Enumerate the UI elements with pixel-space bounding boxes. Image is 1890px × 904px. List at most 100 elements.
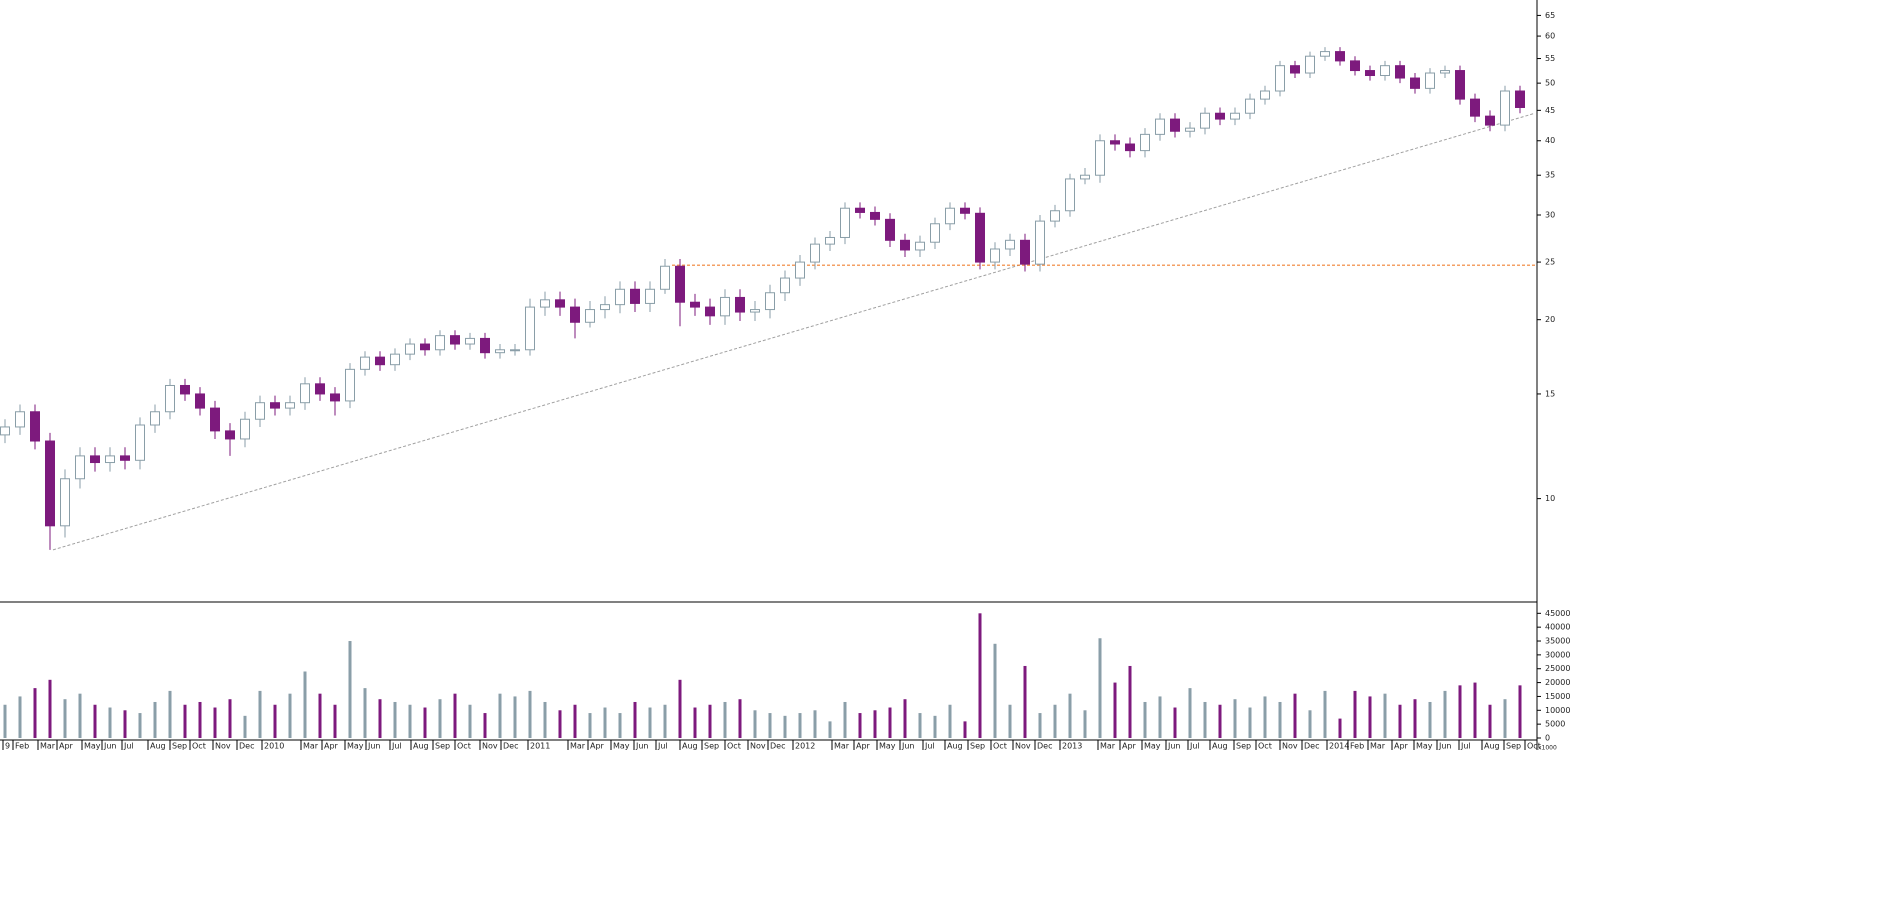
x-tick-label: Dec xyxy=(1037,742,1052,751)
volume-bar xyxy=(33,688,37,738)
candle-body xyxy=(150,411,160,426)
volume-tick-label: 30000 xyxy=(1545,650,1570,659)
volume-bar xyxy=(1203,701,1207,738)
candle-body xyxy=(1485,115,1495,126)
candle-body xyxy=(825,236,835,245)
x-tick-label: Oct xyxy=(727,742,741,751)
volume-bar xyxy=(318,693,322,738)
volume-bar xyxy=(873,710,877,738)
candle-body xyxy=(420,343,430,351)
x-tick-label: Mar xyxy=(303,742,319,751)
volume-bar xyxy=(303,671,307,738)
volume-bar xyxy=(1158,696,1162,738)
volume-bar xyxy=(288,693,292,738)
volume-bar xyxy=(1038,713,1042,738)
volume-bar xyxy=(1443,690,1447,738)
candle-body xyxy=(555,299,565,308)
candle-body xyxy=(1260,90,1270,100)
volume-bar xyxy=(858,713,862,738)
volume-tick-label: 25000 xyxy=(1545,664,1570,673)
x-tick-label: Jun xyxy=(635,742,649,751)
candle-body xyxy=(810,243,820,263)
volume-bar xyxy=(1143,701,1147,738)
candle-body xyxy=(270,402,280,409)
volume-bar xyxy=(558,710,562,738)
x-tick-label: Aug xyxy=(150,742,166,751)
candle-body xyxy=(1215,112,1225,120)
candle-body xyxy=(1230,112,1240,120)
volume-bar xyxy=(468,704,472,738)
x-tick-label: Apr xyxy=(1122,742,1137,751)
candle-body xyxy=(705,306,715,317)
candle-body xyxy=(1155,118,1165,135)
x-tick-label: Aug xyxy=(413,742,429,751)
volume-bar xyxy=(243,715,247,738)
candle-body xyxy=(1035,220,1045,265)
volume-tick-label: 20000 xyxy=(1545,678,1570,687)
x-tick-label: Oct xyxy=(192,742,206,751)
x-tick-label: Oct xyxy=(1258,742,1272,751)
candle-body xyxy=(1350,60,1360,72)
volume-bar xyxy=(423,707,427,738)
volume-bar xyxy=(588,713,592,738)
x-tick-label: Jul xyxy=(657,742,668,751)
volume-bar xyxy=(1173,707,1177,738)
candle-body xyxy=(1080,174,1090,180)
y-tick-label: 10 xyxy=(1545,494,1555,503)
volume-bar xyxy=(783,715,787,738)
x-tick-label: Mar xyxy=(834,742,850,751)
candle-body xyxy=(1365,70,1375,77)
candle-body xyxy=(1140,133,1150,152)
x-tick-label: Nov xyxy=(215,742,231,751)
candle-body xyxy=(405,343,415,355)
x-tick-label: Dec xyxy=(770,742,785,751)
volume-bar xyxy=(543,701,547,738)
x-tick-label: Nov xyxy=(750,742,766,751)
candle-body xyxy=(360,356,370,370)
x-tick-label: Nov xyxy=(1015,742,1031,751)
volume-bar xyxy=(633,701,637,738)
candle-body xyxy=(1380,65,1390,77)
x-tick-label: Feb xyxy=(1350,742,1364,751)
x-tick-label: 2012 xyxy=(795,742,815,751)
x-tick-label: Dec xyxy=(1304,742,1319,751)
candle-body xyxy=(75,455,85,480)
volume-bar xyxy=(648,707,652,738)
candle-body xyxy=(375,356,385,366)
x-tick-label: Apr xyxy=(324,742,339,751)
candle-body xyxy=(1440,70,1450,74)
candle-body xyxy=(1170,118,1180,132)
volume-tick-label: 45000 xyxy=(1545,609,1570,618)
volume-bar xyxy=(603,707,607,738)
volume-bar xyxy=(1008,704,1012,738)
volume-bar xyxy=(693,707,697,738)
candle-body xyxy=(255,402,265,420)
volume-bar xyxy=(438,699,442,738)
candle-body xyxy=(630,288,640,304)
volume-bar xyxy=(1188,688,1192,738)
x-tick-label: May xyxy=(347,742,364,751)
volume-bar xyxy=(78,693,82,738)
candle-body xyxy=(645,288,655,304)
x-tick-label: Dec xyxy=(503,742,518,751)
volume-bar xyxy=(408,704,412,738)
volume-bar xyxy=(1293,693,1297,738)
volume-bar xyxy=(18,696,22,738)
candle-body xyxy=(720,296,730,317)
volume-tick-label: 10000 xyxy=(1545,706,1570,715)
candle-body xyxy=(930,223,940,243)
x-tick-label: Mar xyxy=(1370,742,1386,751)
volume-bar xyxy=(1398,704,1402,738)
y-tick-label: 60 xyxy=(1545,32,1555,41)
candle-body xyxy=(615,288,625,306)
volume-bar xyxy=(1338,718,1342,738)
volume-bar xyxy=(1083,710,1087,738)
candle-body xyxy=(585,309,595,323)
volume-bar xyxy=(918,713,922,738)
x-tick-label: 2013 xyxy=(1062,742,1082,751)
x-tick-label: Apr xyxy=(59,742,74,751)
candle-body xyxy=(765,292,775,311)
x-tick-label: 2011 xyxy=(530,742,550,751)
